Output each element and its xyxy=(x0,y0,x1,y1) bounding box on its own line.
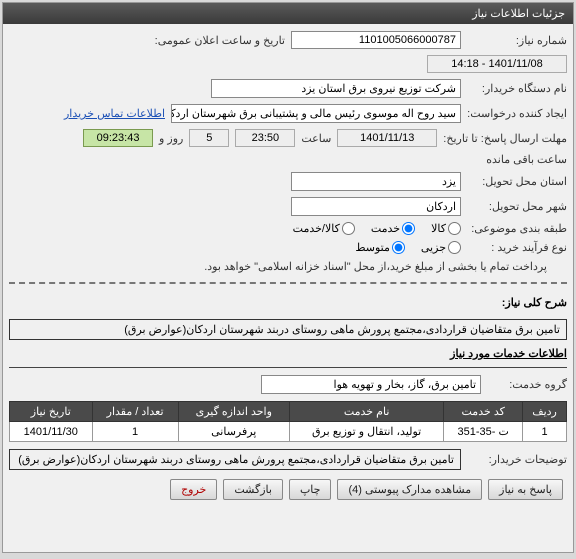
label-buyer-org: نام دستگاه خریدار: xyxy=(467,82,567,95)
radio-goods[interactable]: کالا xyxy=(431,222,461,235)
radio-medium[interactable]: متوسط xyxy=(355,241,405,254)
label-delivery-province: استان محل تحویل: xyxy=(467,175,567,188)
value-requester: سید روح اله موسوی رئیس مالی و پشتیبانی ب… xyxy=(171,104,461,123)
value-deadline-days: 5 xyxy=(189,129,229,147)
th-date: تاریخ نیاز xyxy=(10,402,93,422)
label-service-group: گروه خدمت: xyxy=(487,378,567,391)
radio-partial[interactable]: جزیی xyxy=(421,241,461,254)
text-payment-note: پرداخت تمام یا بخشی از مبلغ خرید،از محل … xyxy=(204,260,547,273)
value-deadline-time: 23:50 xyxy=(235,129,295,147)
value-announce-time: 1401/11/08 - 14:18 xyxy=(427,55,567,73)
label-announce-time: تاریخ و ساعت اعلان عمومی: xyxy=(155,34,285,47)
value-delivery-province: یزد xyxy=(291,172,461,191)
back-button[interactable]: بازگشت xyxy=(223,479,283,500)
buyer-notes-box: تامین برق متقاضیان قراردادی،مجتمع پرورش … xyxy=(9,449,461,470)
label-purchase-process: نوع فرآیند خرید : xyxy=(467,241,567,254)
print-button[interactable]: چاپ xyxy=(289,479,332,500)
label-requester: ایجاد کننده درخواست: xyxy=(467,107,567,120)
value-delivery-city: اردکان xyxy=(291,197,461,216)
radio-service[interactable]: خدمت xyxy=(371,222,415,235)
th-row: ردیف xyxy=(523,402,567,422)
services-table: ردیف کد خدمت نام خدمت واحد اندازه گیری ت… xyxy=(9,401,567,442)
window-title: جزئیات اطلاعات نیاز xyxy=(3,3,573,24)
th-qty: تعداد / مقدار xyxy=(92,402,178,422)
label-need-desc: شرح کلی نیاز: xyxy=(502,293,567,312)
divider-solid xyxy=(9,367,567,368)
label-buyer-notes: توضیحات خریدار: xyxy=(467,453,567,466)
need-desc-box: تامین برق متقاضیان قراردادی،مجتمع پرورش … xyxy=(9,319,567,340)
divider-dashed xyxy=(9,282,567,284)
label-remaining: ساعت باقی مانده xyxy=(486,153,567,166)
link-buyer-contact[interactable]: اطلاعات تماس خریدار xyxy=(64,107,165,120)
th-name: نام خدمت xyxy=(289,402,443,422)
th-code: کد خدمت xyxy=(444,402,523,422)
label-days-and: روز و xyxy=(159,132,183,145)
attachments-button[interactable]: مشاهده مدارک پیوستی (4) xyxy=(337,479,482,500)
value-request-no: 1101005066000787 xyxy=(291,31,461,49)
label-time: ساعت xyxy=(301,132,331,145)
label-request-type: طبقه بندی موضوعی: xyxy=(467,222,567,235)
label-delivery-city: شهر محل تحویل: xyxy=(467,200,567,213)
value-countdown: 09:23:43 xyxy=(83,129,153,147)
label-deadline: مهلت ارسال پاسخ: تا تاریخ: xyxy=(443,132,567,145)
exit-button[interactable]: خروج xyxy=(170,479,217,500)
label-request-no: شماره نیاز: xyxy=(467,34,567,47)
th-unit: واحد اندازه گیری xyxy=(178,402,289,422)
value-buyer-org: شرکت توزیع نیروی برق استان یزد xyxy=(211,79,461,98)
section-service-info: اطلاعات خدمات مورد نیاز xyxy=(9,344,567,363)
radio-goods-service[interactable]: کالا/خدمت xyxy=(293,222,355,235)
table-row[interactable]: 1 ت -35-351 تولید، انتقال و توزیع برق پر… xyxy=(10,422,567,442)
reply-button[interactable]: پاسخ به نیاز xyxy=(488,479,563,500)
value-service-group: تامین برق، گاز، بخار و تهویه هوا xyxy=(261,375,481,394)
value-deadline-date: 1401/11/13 xyxy=(337,129,437,147)
